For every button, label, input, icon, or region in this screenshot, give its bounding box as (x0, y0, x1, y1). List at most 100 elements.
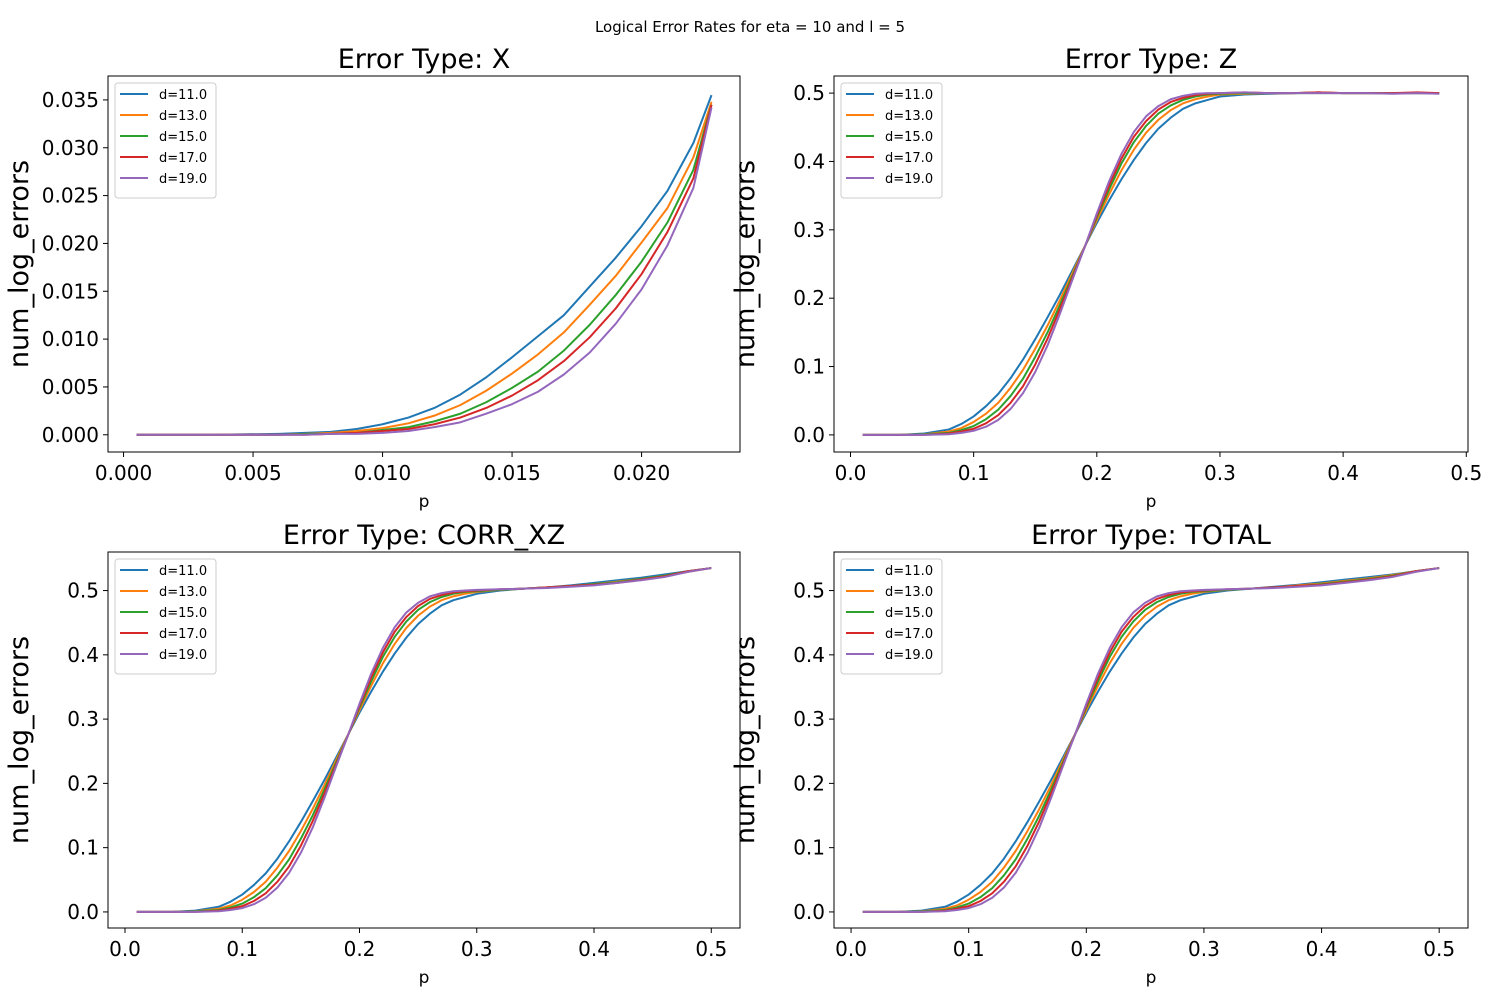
series-group (136, 94, 713, 436)
y-tick-label: 0.3 (67, 707, 99, 731)
y-tick-label: 0.020 (42, 231, 99, 255)
legend-entry: d=15.0 (159, 606, 207, 621)
series-line-d=19.0 (862, 567, 1440, 913)
legend-entry: d=13.0 (159, 109, 207, 124)
legend: d=11.0 d=13.0 d=15.0 d=17.0 d=19.0 (114, 558, 217, 675)
legend-entry: d=15.0 (885, 130, 933, 145)
y-tick-label: 0.1 (793, 836, 825, 860)
axes-frame (107, 75, 741, 453)
legend: d=11.0 d=13.0 d=15.0 d=17.0 d=19.0 (840, 558, 943, 675)
x-tick-label: 0.1 (958, 461, 990, 485)
y-tick-label: 0.5 (793, 579, 825, 603)
legend-entry: d=17.0 (159, 627, 207, 642)
legend-entry: d=11.0 (885, 88, 933, 103)
legend-box (114, 82, 217, 199)
y-tick-label: 0.2 (793, 286, 825, 310)
legend-entry: d=13.0 (159, 585, 207, 600)
legend: d=11.0 d=13.0 d=15.0 d=17.0 d=19.0 (114, 82, 217, 199)
legend-entry: d=15.0 (159, 130, 207, 145)
legend-entry: d=11.0 (885, 564, 933, 579)
legend-entry: d=13.0 (885, 585, 933, 600)
legend-box (840, 558, 943, 675)
subplot-corr-xz: Error Type: CORR_XZ 0.0 0.1 0.2 0.3 0.4 0.5 0.0… (4, 520, 741, 988)
legend-box (114, 558, 217, 675)
y-tick-label: 0.1 (67, 836, 99, 860)
legend-entry: d=11.0 (159, 564, 207, 579)
x-tick-label: 0.2 (344, 937, 376, 961)
y-tick-label: 0.015 (42, 279, 99, 303)
subplot-title: Error Type: Z (1065, 44, 1238, 75)
subplot-title: Error Type: X (338, 44, 511, 75)
x-tick-label: 0.3 (1204, 461, 1236, 485)
x-tick-label: 0.010 (354, 461, 411, 485)
y-tick-label: 0.0 (793, 423, 825, 447)
y-tick-label: 0.1 (793, 355, 825, 379)
series-line-d=19.0 (136, 567, 712, 913)
x-tick-label: 0.005 (224, 461, 281, 485)
y-axis-label: num_log_errors (730, 160, 761, 368)
series-line-d=19.0 (862, 91, 1440, 436)
y-tick-label: 0.2 (793, 771, 825, 795)
x-tick-label: 0.1 (953, 937, 985, 961)
legend-box (840, 82, 943, 199)
series-group (862, 91, 1440, 436)
legend-entry: d=19.0 (885, 648, 933, 663)
legend-entry: d=19.0 (159, 172, 207, 187)
axes-frame (833, 551, 1469, 929)
x-tick-label: 0.0 (109, 937, 141, 961)
x-tick-label: 0.1 (226, 937, 258, 961)
y-tick-label: 0.5 (793, 81, 825, 105)
series-line-d=19.0 (136, 107, 713, 436)
legend-entry: d=17.0 (885, 627, 933, 642)
x-tick-label: 0.0 (835, 937, 867, 961)
x-tick-label: 0.4 (578, 937, 610, 961)
subplot-x: Error Type: X 0.000 0.005 0.010 0.015 0.020 0.… (4, 44, 741, 512)
legend-entry: d=17.0 (159, 151, 207, 166)
x-tick-label: 0.5 (1450, 461, 1482, 485)
legend: d=11.0 d=13.0 d=15.0 d=17.0 d=19.0 (840, 82, 943, 199)
y-tick-label: 0.030 (42, 136, 99, 160)
legend-entry: d=13.0 (885, 109, 933, 124)
y-tick-label: 0.035 (42, 88, 99, 112)
series-group (862, 567, 1440, 913)
x-tick-label: 0.5 (1423, 937, 1455, 961)
subplot-z: Error Type: Z 0.0 0.1 0.2 0.3 0.4 0.5 0.0 0.1 0.2… (730, 44, 1482, 512)
y-tick-label: 0.5 (67, 579, 99, 603)
legend-entry: d=19.0 (885, 172, 933, 187)
x-axis-label: p (1146, 492, 1157, 512)
x-tick-label: 0.2 (1081, 461, 1113, 485)
x-axis-label: p (419, 492, 430, 512)
y-tick-label: 0.2 (67, 771, 99, 795)
x-tick-label: 0.000 (95, 461, 152, 485)
legend-entry: d=19.0 (159, 648, 207, 663)
x-tick-label: 0.0 (835, 461, 867, 485)
y-tick-label: 0.4 (67, 643, 99, 667)
legend-entry: d=17.0 (885, 151, 933, 166)
legend-entry: d=15.0 (885, 606, 933, 621)
y-tick-label: 0.000 (42, 423, 99, 447)
y-axis-label: num_log_errors (730, 636, 761, 844)
subplot-total: Error Type: TOTAL 0.0 0.1 0.2 0.3 0.4 0.5 0.0 0.… (730, 520, 1469, 988)
x-tick-label: 0.3 (1188, 937, 1220, 961)
y-tick-label: 0.4 (793, 149, 825, 173)
axes-frame (833, 75, 1469, 453)
x-axis-label: p (1146, 968, 1157, 988)
x-tick-label: 0.3 (461, 937, 493, 961)
axes-frame (107, 551, 741, 929)
x-tick-label: 0.015 (483, 461, 540, 485)
figure-suptitle: Logical Error Rates for eta = 10 and l =… (595, 18, 905, 36)
series-group (136, 567, 712, 913)
x-tick-label: 0.5 (695, 937, 727, 961)
y-tick-label: 0.3 (793, 218, 825, 242)
subplot-title: Error Type: TOTAL (1031, 520, 1271, 551)
x-tick-label: 0.4 (1306, 937, 1338, 961)
x-tick-label: 0.4 (1327, 461, 1359, 485)
y-axis-label: num_log_errors (4, 160, 35, 368)
legend-entry: d=11.0 (159, 88, 207, 103)
x-tick-label: 0.020 (613, 461, 670, 485)
x-axis-label: p (419, 968, 430, 988)
y-axis-label: num_log_errors (4, 636, 35, 844)
y-tick-label: 0.025 (42, 184, 99, 208)
x-tick-label: 0.2 (1070, 937, 1102, 961)
